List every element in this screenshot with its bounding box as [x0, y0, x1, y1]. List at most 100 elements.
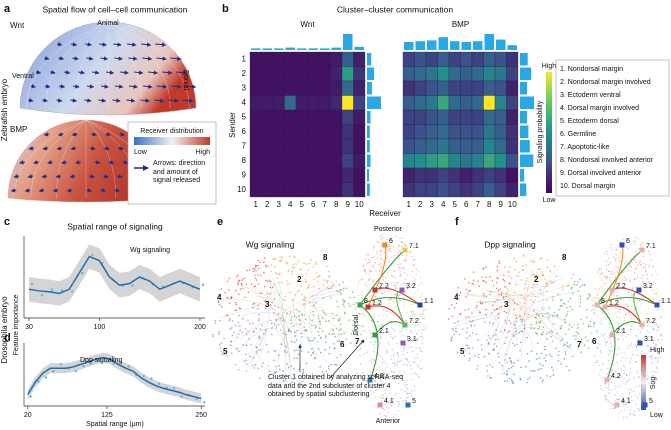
heatmap-cell: [295, 95, 308, 111]
cell-dot: [290, 322, 293, 325]
spot-dot: [381, 400, 383, 402]
cell-dot: [242, 287, 244, 290]
cell-dot: [589, 325, 592, 328]
spot-dot: [652, 328, 655, 330]
cell-dot: [517, 359, 519, 362]
heatmap-cell: [249, 51, 262, 67]
cell-dot: [533, 261, 536, 263]
spot-dot: [396, 352, 399, 354]
cell-dot: [587, 339, 589, 342]
edge: [270, 275, 285, 356]
spot-dot: [653, 376, 655, 378]
cell-dot: [338, 329, 341, 331]
spot-dot: [403, 347, 406, 350]
spot-dot: [631, 400, 633, 402]
spot-dot: [659, 334, 662, 336]
heatmap-cell: [483, 51, 496, 67]
spot-dot: [607, 310, 609, 312]
spot-dot: [397, 295, 400, 297]
spot-dot: [416, 338, 419, 341]
cell-dot: [563, 358, 566, 360]
cell-dot: [491, 279, 494, 282]
spot-dot: [403, 268, 405, 270]
spot-dot: [368, 382, 370, 384]
cell-dot: [552, 369, 555, 371]
arrow: [168, 98, 180, 103]
cell-dot: [476, 364, 479, 367]
spot-dot: [364, 270, 366, 272]
edge: [503, 313, 561, 358]
spot-dot: [607, 400, 610, 402]
spot-dot: [409, 339, 411, 342]
spot-dot: [377, 240, 379, 243]
heatmap-cell: [284, 167, 297, 183]
cell-dot: [519, 301, 521, 304]
spot-dot: [397, 249, 399, 251]
cell-dot: [279, 256, 281, 259]
spot-dot: [653, 300, 655, 302]
spot-dot: [373, 296, 375, 298]
cell-dot: [447, 318, 450, 320]
cell-dot: [589, 294, 591, 296]
cell-dot: [533, 327, 535, 330]
cell-dot: [543, 348, 546, 351]
node-label: 7.1: [409, 243, 419, 250]
edge: [240, 285, 291, 362]
cell-dot: [211, 333, 214, 336]
spot-dot: [641, 408, 643, 410]
spot-dot: [368, 293, 370, 295]
cell-dot: [257, 267, 260, 270]
cell-dot: [545, 354, 548, 357]
spot-dot: [610, 407, 612, 409]
cell-dot: [235, 290, 237, 292]
cell-dot: [271, 333, 273, 336]
cell-dot: [523, 324, 526, 327]
node-label: 3.1: [407, 336, 417, 343]
arrow: [86, 188, 93, 193]
spot-dot: [381, 243, 383, 245]
heatmap-cell: [494, 66, 507, 82]
spot-dot: [396, 343, 398, 345]
cell-dot: [325, 265, 328, 268]
cell-dot: [466, 331, 468, 333]
spot-dot: [629, 279, 631, 281]
cell-dot: [253, 367, 255, 369]
spot-dot: [379, 257, 381, 260]
arrow: [72, 56, 79, 61]
cell-dot: [498, 262, 501, 265]
sample-dot: [180, 395, 183, 398]
spot-dot: [594, 297, 596, 299]
spot-dot: [640, 303, 643, 305]
arrow: [70, 146, 77, 151]
spot-dot: [644, 318, 647, 320]
spot-dot: [390, 403, 392, 405]
cell-dot: [567, 300, 570, 303]
spot-dot: [590, 318, 593, 320]
heatmap-cell: [261, 167, 274, 183]
arrow: [98, 98, 107, 103]
spot-dot: [384, 252, 386, 254]
spot-dot: [597, 331, 599, 333]
spot-dot: [625, 383, 627, 385]
cell-dot: [259, 348, 262, 351]
heatmap-cell: [318, 138, 331, 154]
heatmap-cell: [353, 182, 366, 198]
spot-dot: [610, 330, 613, 332]
cell-dot: [267, 300, 269, 302]
spot-dot: [619, 284, 621, 286]
cell-dot: [553, 312, 556, 314]
marginal-bar: [427, 40, 437, 50]
cell-dot: [325, 335, 327, 337]
spot-dot: [376, 302, 379, 304]
node-label: 5: [412, 398, 416, 405]
marginal-bar: [520, 169, 525, 182]
cell-dot: [339, 288, 342, 291]
y-tick-label: 8: [242, 156, 247, 165]
spot-dot: [399, 275, 401, 277]
cell-dot: [235, 276, 238, 278]
x-tick-label: 6: [464, 200, 469, 209]
spot-dot: [602, 389, 604, 391]
edge: [525, 291, 580, 318]
cell-dot: [451, 315, 454, 318]
